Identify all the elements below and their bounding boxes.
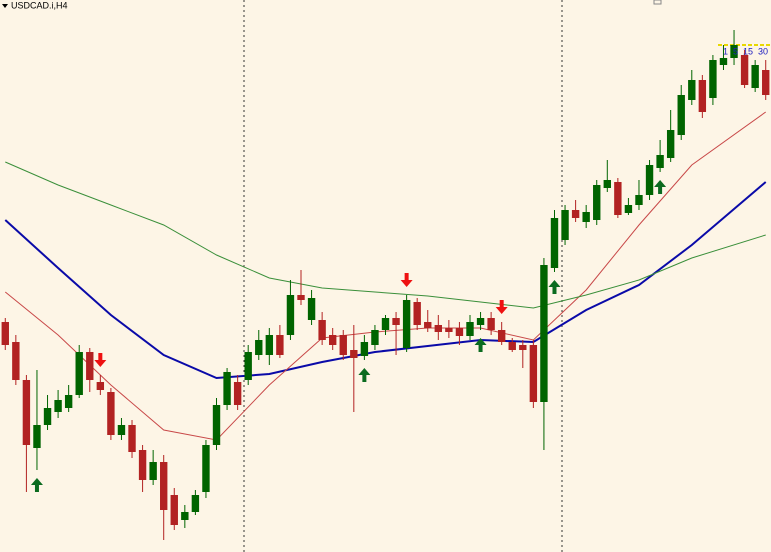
sell-arrow <box>495 300 508 314</box>
candle-body <box>529 345 538 402</box>
candle-body <box>170 495 178 525</box>
candle-body <box>86 352 94 380</box>
candle-body <box>614 182 622 215</box>
candle-body <box>476 318 485 325</box>
candle-body <box>688 80 696 100</box>
candle-body <box>128 425 136 452</box>
candle-body <box>223 372 231 405</box>
candle-body <box>212 405 221 445</box>
candle-body <box>593 185 601 220</box>
candle-body <box>318 320 326 340</box>
candle-body <box>455 328 464 336</box>
chart-title: USDCAD.i,H4 <box>11 0 68 10</box>
candle-body <box>64 395 73 408</box>
candle-body <box>255 340 263 355</box>
candle-body <box>740 55 749 85</box>
timeframe-button[interactable]: 15 <box>743 46 753 56</box>
menu-triangle[interactable] <box>2 4 8 8</box>
candle-body <box>434 325 443 332</box>
candle-body <box>149 462 157 480</box>
candle-body <box>360 342 369 356</box>
candle-body <box>719 58 728 65</box>
candle-body <box>160 462 168 510</box>
corner-box <box>653 0 662 5</box>
timeframe-button[interactable]: 1 <box>723 46 728 56</box>
candle-body <box>138 450 147 480</box>
candle-body <box>202 445 210 492</box>
candle-body <box>371 330 379 345</box>
candle-body <box>233 382 242 405</box>
candle-body <box>751 65 759 88</box>
candle-body <box>244 352 252 380</box>
candle-body <box>677 95 685 135</box>
candle-body <box>12 342 20 380</box>
buy-arrow <box>654 180 667 194</box>
candle-body <box>624 205 633 213</box>
candle-body <box>645 165 654 195</box>
candle-body <box>297 295 305 300</box>
buy-arrow <box>548 280 561 294</box>
candle-body <box>117 425 126 435</box>
candle-body <box>54 400 62 412</box>
candle-body <box>709 60 717 98</box>
candle-body <box>402 300 411 348</box>
candle-body <box>445 328 453 332</box>
candle-body <box>519 345 527 350</box>
candle-body <box>635 195 643 205</box>
candle-body <box>392 318 400 325</box>
candle-body <box>413 302 421 325</box>
timeframe-button[interactable]: 5 <box>733 46 738 56</box>
candle-body <box>487 318 495 330</box>
candle-body <box>339 335 347 355</box>
moving-average <box>5 161 766 309</box>
timeframe-button[interactable]: 30 <box>758 46 768 56</box>
candle-body <box>350 350 358 358</box>
candle-body <box>550 218 559 268</box>
candle-body <box>1 322 9 345</box>
candle-body <box>75 352 83 395</box>
sell-arrow <box>94 353 107 367</box>
candle-body <box>582 212 590 222</box>
candle-body <box>381 318 390 330</box>
buy-arrow <box>30 478 43 492</box>
candle-body <box>656 155 664 168</box>
sell-arrow <box>400 273 413 287</box>
candle-body <box>191 495 200 512</box>
candle-body <box>540 265 548 402</box>
candle-body <box>466 322 474 336</box>
candle-body <box>107 392 115 435</box>
candle-body <box>286 295 295 335</box>
candle-body <box>43 408 52 425</box>
buy-arrow <box>358 368 371 382</box>
candle-body <box>181 512 189 520</box>
candle-body <box>307 298 316 320</box>
candle-body <box>762 70 770 95</box>
moving-average <box>4 181 767 380</box>
candle-body <box>730 45 738 58</box>
candle-body <box>561 210 569 240</box>
candle-body <box>33 425 41 448</box>
candle-body <box>22 380 31 445</box>
candle-body <box>265 335 274 355</box>
candle-body <box>96 382 105 390</box>
candle-body <box>497 330 506 342</box>
candle-body <box>508 342 516 350</box>
candle-body <box>698 80 707 112</box>
candle-body <box>424 322 432 328</box>
candle-body <box>603 180 611 188</box>
candle-body <box>666 130 675 158</box>
buy-arrow <box>474 338 487 352</box>
candle-body <box>328 335 337 345</box>
candle-body <box>571 210 580 218</box>
candle-body <box>276 335 284 355</box>
